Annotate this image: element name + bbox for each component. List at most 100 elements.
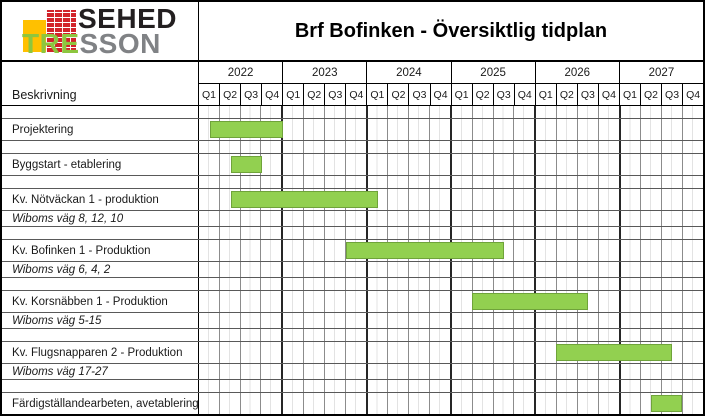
grid-cell bbox=[577, 364, 599, 379]
grid-cell bbox=[641, 291, 663, 312]
grid-cell bbox=[620, 262, 642, 277]
grid-cell bbox=[451, 141, 473, 153]
grid-cell bbox=[409, 342, 431, 363]
task-row: Kv. Korsnäbben 1 - Produktion bbox=[2, 291, 703, 313]
grid-cell bbox=[514, 278, 537, 290]
grid-cell bbox=[683, 227, 703, 239]
spacer-row bbox=[2, 227, 703, 240]
grid-cell bbox=[388, 380, 410, 392]
grid-cell bbox=[493, 189, 515, 210]
grid-cell bbox=[199, 211, 220, 226]
grid-cell bbox=[598, 176, 621, 188]
grid-cell bbox=[261, 291, 284, 312]
grid-cell bbox=[219, 291, 241, 312]
quarter-label: Q3 bbox=[662, 84, 684, 105]
grid-cell bbox=[514, 176, 537, 188]
company-logo: SEHED TRESSON bbox=[2, 2, 199, 60]
grid-cell bbox=[641, 106, 663, 118]
grid-cell bbox=[493, 154, 515, 175]
spacer-label-cell bbox=[2, 329, 199, 341]
grid-cell bbox=[577, 278, 599, 290]
timeline-header: 2022 2023 2024 2025 2026 2027 Q1 Q2 Q3 Q4 Q1 Q2 Q3 Q… bbox=[199, 62, 703, 105]
grid-cell bbox=[472, 380, 494, 392]
grid-cell bbox=[304, 313, 325, 328]
gantt-bar bbox=[556, 344, 672, 361]
grid-cell bbox=[451, 211, 473, 226]
grid-cell bbox=[240, 342, 262, 363]
grid-cell bbox=[219, 329, 241, 341]
grid-cell bbox=[199, 240, 220, 261]
grid-cell bbox=[388, 227, 410, 239]
grid-cell bbox=[641, 227, 663, 239]
grid-cell bbox=[451, 364, 473, 379]
grid-cell bbox=[345, 227, 368, 239]
task-label-cell: Projektering bbox=[2, 119, 199, 140]
quarter-label: Q2 bbox=[641, 84, 663, 105]
grid-cell bbox=[219, 141, 241, 153]
grid-cell bbox=[240, 240, 262, 261]
grid-cell bbox=[557, 106, 578, 118]
grid-cell bbox=[493, 342, 515, 363]
grid-cell bbox=[199, 278, 220, 290]
grid-cell bbox=[324, 211, 346, 226]
grid-cell bbox=[641, 189, 663, 210]
grid-cell bbox=[662, 119, 684, 140]
address-label-cell: Wiboms väg 17-27 bbox=[2, 364, 199, 379]
grid-cell bbox=[493, 227, 515, 239]
grid-cell bbox=[577, 189, 599, 210]
grid-cell bbox=[304, 211, 325, 226]
grid-cell bbox=[557, 313, 578, 328]
grid-cell bbox=[345, 393, 368, 414]
grid-cell bbox=[451, 342, 473, 363]
grid-cell bbox=[409, 262, 431, 277]
grid-cell bbox=[641, 141, 663, 153]
description-column-header: Beskrivning bbox=[2, 62, 199, 105]
grid-cell bbox=[283, 262, 305, 277]
grid-cell bbox=[219, 211, 241, 226]
grid-cell bbox=[577, 227, 599, 239]
grid-cell bbox=[451, 291, 473, 312]
grid-cell bbox=[304, 106, 325, 118]
grid-cell bbox=[261, 240, 284, 261]
grid-cell bbox=[199, 313, 220, 328]
grid-cell bbox=[219, 106, 241, 118]
grid-cell bbox=[283, 240, 305, 261]
grid-cell bbox=[683, 262, 703, 277]
grid-cell bbox=[324, 141, 346, 153]
grid-cell bbox=[283, 278, 305, 290]
grid-cell bbox=[430, 119, 452, 140]
grid-cell bbox=[514, 189, 537, 210]
grid-cell bbox=[472, 262, 494, 277]
spacer-row bbox=[2, 278, 703, 291]
grid-cell bbox=[451, 393, 473, 414]
grid-cell bbox=[683, 106, 703, 118]
grid-cell bbox=[662, 240, 684, 261]
grid-cell bbox=[324, 119, 346, 140]
grid-cell bbox=[493, 364, 515, 379]
grid-cell bbox=[367, 211, 389, 226]
quarter-label: Q4 bbox=[262, 84, 284, 105]
timeline-strip bbox=[199, 176, 703, 188]
quarter-label: Q4 bbox=[346, 84, 368, 105]
task-label-cell: Kv. Flugsnapparen 2 - Produktion bbox=[2, 342, 199, 363]
grid-cell bbox=[557, 262, 578, 277]
grid-cell bbox=[577, 262, 599, 277]
grid-cell bbox=[304, 141, 325, 153]
grid-cell bbox=[641, 313, 663, 328]
quarter-label: Q4 bbox=[686, 88, 701, 101]
task-label-cell: Kv. Nötväckan 1 - produktion bbox=[2, 189, 199, 210]
grid-cell bbox=[598, 154, 621, 175]
grid-cell bbox=[324, 329, 346, 341]
grid-cell bbox=[641, 278, 663, 290]
grid-cell bbox=[620, 291, 642, 312]
grid-cell bbox=[261, 262, 284, 277]
grid-cell bbox=[536, 262, 558, 277]
timeline-strip bbox=[199, 380, 703, 392]
grid-cell bbox=[577, 313, 599, 328]
grid-cell bbox=[304, 291, 325, 312]
grid-cell bbox=[345, 119, 368, 140]
gantt-bar bbox=[230, 191, 378, 208]
grid-cell bbox=[261, 393, 284, 414]
address-row: Wiboms väg 5-15 bbox=[2, 313, 703, 329]
grid-cell bbox=[199, 380, 220, 392]
